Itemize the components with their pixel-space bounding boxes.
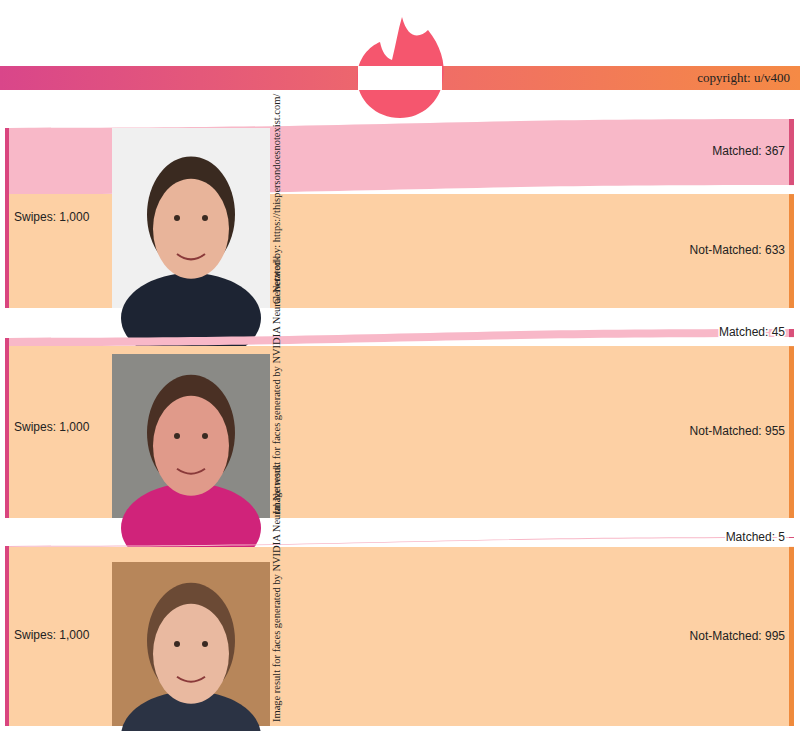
portrait (112, 562, 270, 731)
portrait-face (153, 396, 229, 496)
source-label: Swipes: 1,000 (14, 210, 90, 224)
target-node (789, 346, 794, 518)
target-node (789, 547, 794, 726)
value-label: Not-Matched: 955 (690, 424, 786, 438)
portrait-eye (174, 215, 180, 221)
chart-root: copyright: u/v400 Generated by: https://t… (0, 0, 800, 731)
portrait-eye (174, 433, 180, 439)
portrait-face (153, 604, 229, 704)
portrait (112, 354, 270, 573)
portrait-bg (112, 562, 270, 726)
target-node (789, 329, 794, 337)
sankey-panel: Image result for faces generated by NVID… (5, 256, 794, 573)
target-node (789, 537, 794, 538)
caption: Image result for faces generated by NVID… (271, 464, 282, 722)
flows (5, 119, 794, 308)
value-label: Matched: 5 (726, 530, 786, 544)
portrait (112, 128, 270, 363)
logo-band (358, 66, 442, 90)
flow-band (9, 346, 789, 518)
flows (5, 329, 794, 518)
portrait-eye (202, 433, 208, 439)
value-label: Not-Matched: 995 (690, 629, 786, 643)
sankey-panel: Generated by: https://thispersondoesnote… (5, 94, 794, 363)
portrait-mouth (177, 469, 205, 474)
source-node (5, 338, 9, 518)
copyright: copyright: u/v400 (697, 70, 790, 85)
value-label: Matched: 367 (712, 144, 785, 158)
portrait-mouth (177, 677, 205, 682)
sankey-panel: Image result for faces generated by NVID… (5, 464, 794, 731)
flows (5, 537, 794, 726)
header-bar (0, 66, 800, 90)
value-label: Not-Matched: 633 (690, 243, 786, 257)
portrait-eye (174, 641, 180, 647)
header: copyright: u/v400 (0, 17, 800, 118)
portrait-mouth (177, 254, 205, 259)
portrait-eye (202, 215, 208, 221)
logo (357, 17, 444, 118)
value-label: Matched: 45 (719, 325, 785, 339)
portrait-eye (202, 641, 208, 647)
source-label: Swipes: 1,000 (14, 628, 90, 642)
flow-band (9, 547, 789, 726)
target-node (789, 119, 794, 185)
source-node (5, 546, 9, 726)
source-node (5, 128, 9, 308)
flow-band (9, 329, 789, 346)
target-node (789, 194, 794, 308)
flow-band (9, 537, 789, 547)
portrait-face (153, 179, 229, 279)
portrait-bg (112, 354, 270, 518)
source-label: Swipes: 1,000 (14, 420, 90, 434)
